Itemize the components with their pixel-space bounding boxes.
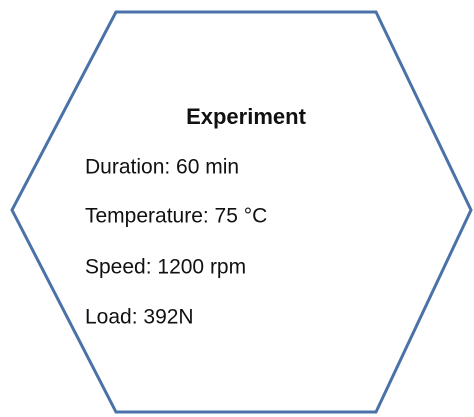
box-title: Experiment — [186, 104, 306, 129]
box-line: Duration: 60 min — [85, 156, 239, 179]
box-line: Temperature: 75 °C — [85, 205, 267, 228]
box-line: Speed: 1200 rpm — [85, 256, 246, 279]
hexagon — [10, 10, 473, 414]
box-line: Load: 392N — [85, 306, 194, 329]
